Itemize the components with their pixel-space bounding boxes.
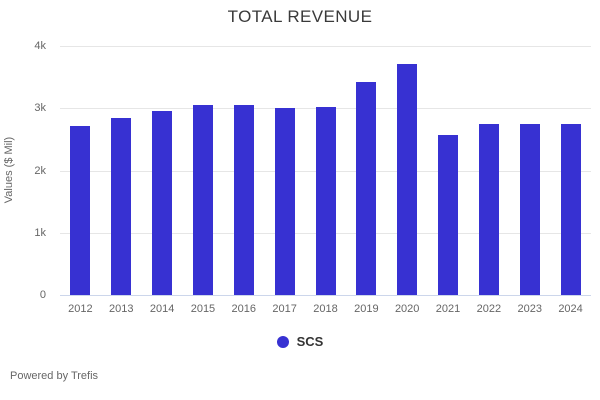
bar-2019[interactable] xyxy=(356,82,377,295)
x-tick-label-2024: 2024 xyxy=(558,303,583,315)
bar-2021[interactable] xyxy=(438,135,459,295)
bar-2017[interactable] xyxy=(274,108,295,295)
y-tick-label-3k: 3k xyxy=(34,102,46,115)
x-axis-line xyxy=(60,295,591,296)
y-tick-label-4k: 4k xyxy=(34,40,46,52)
legend-label: SCS xyxy=(296,334,324,349)
x-tick-label-2019: 2019 xyxy=(354,303,379,315)
y-tick-label-1k: 1k xyxy=(34,226,46,239)
powered-by-trefis: Powered by Trefis xyxy=(10,370,99,382)
x-tick-label-2023: 2023 xyxy=(517,303,542,315)
bar-2020[interactable] xyxy=(397,64,418,295)
bar-2016[interactable] xyxy=(233,105,254,295)
x-tick-label-2017: 2017 xyxy=(272,303,297,315)
bar-2013[interactable] xyxy=(111,117,132,295)
x-tick-label-2022: 2022 xyxy=(476,303,502,315)
legend: SCS xyxy=(0,334,600,349)
x-tick-label-2013: 2013 xyxy=(109,303,134,315)
x-tick-label-2018: 2018 xyxy=(313,303,338,315)
chart-title: TOTAL REVENUE xyxy=(227,7,373,26)
bar-2018[interactable] xyxy=(315,107,336,295)
bar-2022[interactable] xyxy=(478,123,499,295)
x-tick-label-2014: 2014 xyxy=(149,303,175,315)
y-tick-label-2k: 2k xyxy=(34,164,46,177)
legend-item-scs[interactable]: SCS xyxy=(276,334,324,349)
x-tick-label-2021: 2021 xyxy=(435,303,461,315)
gridline xyxy=(60,46,591,47)
bar-2023[interactable] xyxy=(519,123,540,295)
x-tick-label-2016: 2016 xyxy=(231,303,257,315)
x-tick-label-2012: 2012 xyxy=(68,303,93,315)
bar-2014[interactable] xyxy=(152,111,173,295)
bar-2012[interactable] xyxy=(70,126,91,295)
plot-area xyxy=(60,46,591,296)
x-tick-label-2015: 2015 xyxy=(190,303,216,315)
y-tick-label-0: 0 xyxy=(39,289,46,301)
bar-2024[interactable] xyxy=(560,123,581,295)
bar-2015[interactable] xyxy=(192,105,213,295)
x-tick-label-2020: 2020 xyxy=(394,303,420,315)
legend-marker-icon xyxy=(276,335,289,348)
